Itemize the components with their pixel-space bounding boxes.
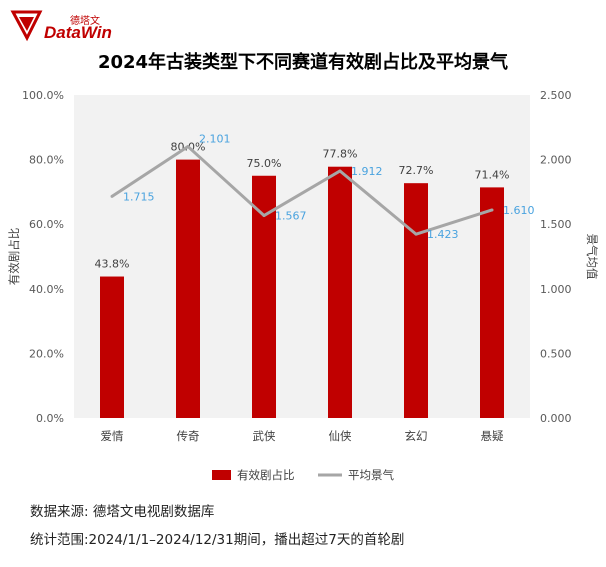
chart-title: 2024年古装类型下不同赛道有效剧占比及平均景气 <box>97 52 509 73</box>
y-right-axis-label: 景气均值 <box>585 234 599 280</box>
stat-scope-note: 统计范围:2024/1/1–2024/12/31期间，播出超过7天的首轮剧 <box>30 532 405 548</box>
y-left-tick-label: 60.0% <box>29 218 64 231</box>
y-left-tick-label: 80.0% <box>29 154 64 167</box>
line-point-4 <box>338 169 342 173</box>
x-tick-label: 悬疑 <box>481 429 504 443</box>
legend-label-line: 平均景气 <box>348 468 394 482</box>
y-right-tick-label: 1.000 <box>540 283 572 296</box>
y-right-tick-label: 2.000 <box>540 154 572 167</box>
datawin-logo: 德塔文 DataWin <box>10 8 150 44</box>
y-right-tick-label: 1.500 <box>540 218 572 231</box>
data-source-note: 数据来源: 德塔文电视剧数据库 <box>30 504 215 520</box>
bar-1 <box>100 276 124 418</box>
x-tick-label: 传奇 <box>177 429 200 443</box>
line-point-6 <box>490 208 494 212</box>
bar-data-label: 77.8% <box>323 148 358 161</box>
line-point-2 <box>186 145 190 149</box>
legend-label-bar: 有效剧占比 <box>237 468 295 482</box>
bar-data-label: 72.7% <box>399 164 434 177</box>
y-left-axis-label: 有效剧占比 <box>7 228 21 286</box>
line-series-avg <box>111 145 493 236</box>
logo-text-cn: 德塔文 <box>70 16 100 27</box>
line-data-label: 1.715 <box>123 190 155 203</box>
plot-area <box>74 95 530 418</box>
x-tick-label: 武侠 <box>253 429 276 443</box>
line-point-3 <box>262 214 266 218</box>
line-data-label: 1.912 <box>351 165 383 178</box>
y-left-tick-label: 0.0% <box>36 412 64 425</box>
x-tick-label: 玄幻 <box>405 429 428 443</box>
bar-data-label: 43.8% <box>95 258 130 271</box>
line-point-1 <box>110 194 114 198</box>
y-left-tick-label: 100.0% <box>22 89 64 102</box>
bar-5 <box>404 183 428 418</box>
y-right-tick-label: 2.500 <box>540 89 572 102</box>
y-right-tick-label: 0.000 <box>540 412 572 425</box>
line-data-label: 2.101 <box>199 133 231 146</box>
x-tick-label: 仙侠 <box>329 429 352 443</box>
logo-mark-icon <box>10 10 43 42</box>
line-data-label: 1.610 <box>503 204 535 217</box>
bar-6 <box>480 187 504 418</box>
y-right-tick-label: 0.500 <box>540 347 572 360</box>
bar-2 <box>176 159 200 418</box>
line-point-5 <box>414 232 418 236</box>
x-tick-label: 爱情 <box>101 429 124 443</box>
legend-swatch-bar <box>212 470 231 480</box>
y-left-tick-label: 20.0% <box>29 347 64 360</box>
line-data-label: 1.567 <box>275 210 307 223</box>
y-left-tick-label: 40.0% <box>29 283 64 296</box>
line-data-label: 1.423 <box>427 228 459 241</box>
bar-data-label: 71.4% <box>475 168 510 181</box>
bar-data-label: 75.0% <box>247 157 282 170</box>
bar-4 <box>328 166 352 418</box>
logo-text-en: DataWin <box>44 23 112 42</box>
